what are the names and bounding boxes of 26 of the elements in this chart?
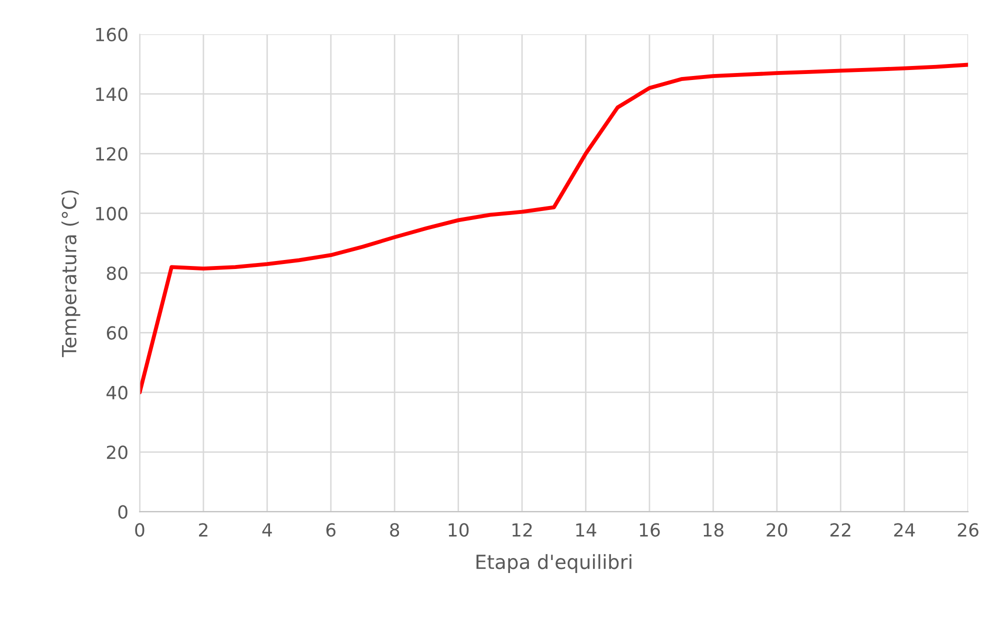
x-tick-label: 6 bbox=[326, 523, 336, 537]
x-tick-label: 8 bbox=[390, 523, 400, 537]
x-tick-label: 22 bbox=[830, 523, 850, 537]
x-tick-label: 20 bbox=[766, 523, 788, 537]
x-tick-label: 4 bbox=[262, 523, 272, 537]
x-tick-label: 26 bbox=[958, 523, 978, 537]
x-tick-label: 0 bbox=[135, 523, 144, 537]
y-tick-label: 100 bbox=[96, 206, 128, 220]
x-tick-label: 16 bbox=[640, 523, 660, 537]
x-tick-label: 12 bbox=[512, 523, 532, 537]
x-tick-label: 24 bbox=[894, 523, 915, 537]
x-tick-label: 2 bbox=[199, 523, 208, 537]
y-tick-label: 20 bbox=[106, 445, 128, 460]
x-tick-label: 18 bbox=[704, 523, 724, 537]
x-tick-label: 14 bbox=[576, 523, 596, 537]
y-axis-title: Temperatura (°C) bbox=[61, 190, 80, 358]
y-tick-label: 120 bbox=[96, 147, 128, 161]
y-tick-label: 60 bbox=[106, 326, 128, 340]
x-axis-title: Etapa d'equilibri bbox=[476, 554, 632, 573]
x-tick-label: 10 bbox=[448, 523, 469, 537]
line-series bbox=[140, 62, 968, 394]
y-tick-label: 80 bbox=[106, 266, 128, 280]
y-tick-label: 160 bbox=[96, 28, 128, 42]
y-tick-label: 140 bbox=[96, 87, 128, 102]
y-tick-label: 0 bbox=[118, 505, 128, 519]
y-tick-label: 40 bbox=[106, 386, 128, 400]
